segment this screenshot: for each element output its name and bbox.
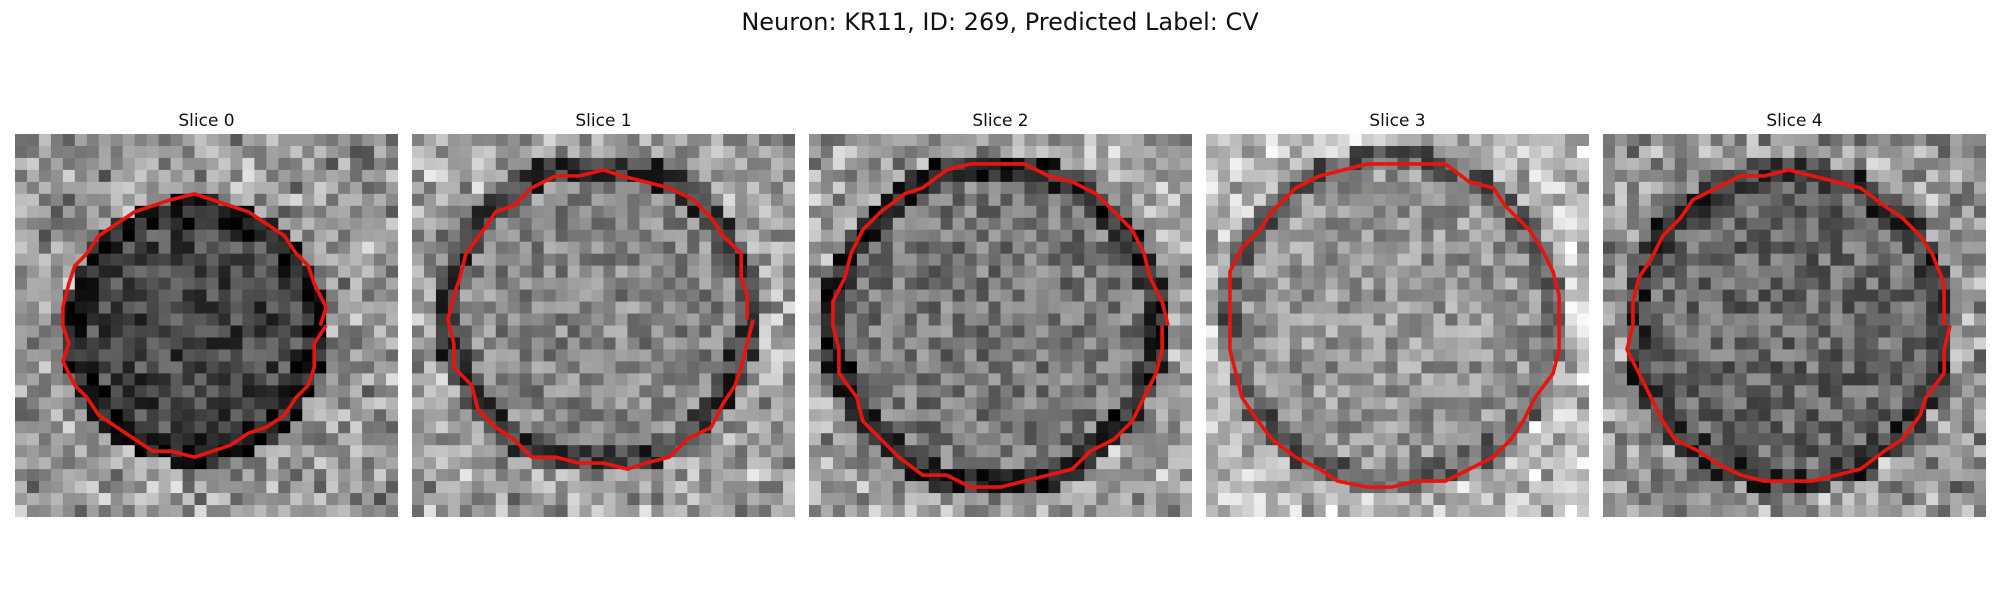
slice-panel-3: Slice 3: [1206, 110, 1589, 517]
slice-panel-4: Slice 4: [1603, 110, 1986, 517]
contour-line: [1625, 168, 1952, 483]
slice-title-4: Slice 4: [1766, 111, 1823, 131]
slice-image-1: [412, 134, 795, 517]
slice-image-0: [15, 134, 398, 517]
slice-image-4: [1603, 134, 1986, 517]
slice-title-2: Slice 2: [972, 111, 1029, 131]
contour-line: [61, 192, 328, 459]
contour-line: [1228, 162, 1561, 489]
slice-panel-2: Slice 2: [809, 110, 1192, 517]
slice-image-3: [1206, 134, 1589, 517]
contour-line: [446, 168, 755, 471]
slice-title-3: Slice 3: [1369, 111, 1426, 131]
contour-line: [831, 162, 1170, 489]
figure-title: Neuron: KR11, ID: 269, Predicted Label: …: [741, 8, 1259, 36]
slice-panel-0: Slice 0: [15, 110, 398, 517]
slice-panel-1: Slice 1: [412, 110, 795, 517]
slice-title-0: Slice 0: [178, 111, 235, 131]
slice-title-1: Slice 1: [575, 111, 632, 131]
slice-image-2: [809, 134, 1192, 517]
